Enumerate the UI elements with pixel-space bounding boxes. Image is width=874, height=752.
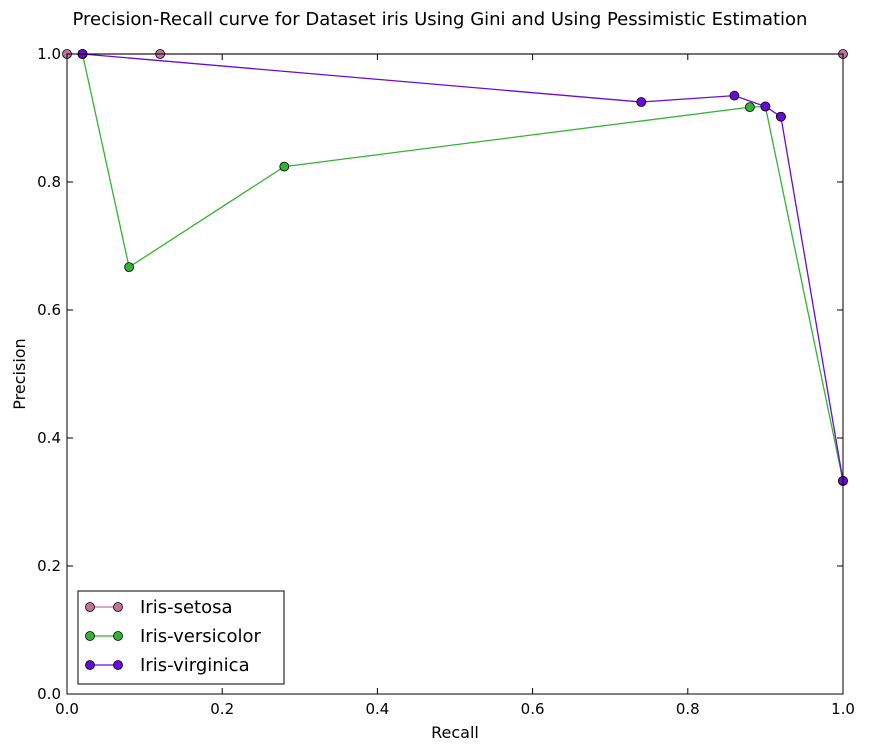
data-point-iris-virginica xyxy=(636,97,647,107)
axis-ticks: 0.0 0.2 0.4 0.6 0.8 1.0 0.0 0.2 0.4 0.6 0.8 1.0 xyxy=(37,45,855,718)
y-axis-label: Precision xyxy=(10,338,29,409)
data-point-iris-virginica xyxy=(729,90,740,101)
plot-frame xyxy=(66,53,844,695)
data-point-iris-virginica xyxy=(776,111,786,122)
legend-marker-iris-versicolor xyxy=(113,631,123,641)
y-tick-label: 0.0 xyxy=(37,685,61,703)
legend: Iris-setosa Iris-versicolor Iris-virginica xyxy=(77,590,285,685)
plot-area xyxy=(67,54,843,694)
y-tick-label: 0.4 xyxy=(37,429,61,447)
y-tick-label: 0.2 xyxy=(37,557,61,575)
chart-title: Precision-Recall curve for Dataset iris … xyxy=(73,9,808,30)
x-tick-label: 0.0 xyxy=(55,700,79,718)
legend-label-iris-setosa: Iris-setosa xyxy=(140,597,233,618)
legend-marker-iris-versicolor xyxy=(85,631,95,641)
legend-label-iris-virginica: Iris-virginica xyxy=(140,655,250,676)
series-line-iris-versicolor xyxy=(81,53,844,482)
data-point-iris-versicolor xyxy=(124,262,134,273)
series-line-iris-virginica xyxy=(82,53,844,482)
legend-marker-iris-setosa xyxy=(113,602,123,612)
x-tick-label: 0.2 xyxy=(210,700,234,718)
data-point-iris-virginica xyxy=(760,101,771,112)
data-point-iris-versicolor xyxy=(279,161,290,172)
x-tick-label: 0.8 xyxy=(676,700,700,718)
legend-label-iris-versicolor: Iris-versicolor xyxy=(140,626,262,647)
x-tick-label: 0.6 xyxy=(521,700,545,718)
legend-marker-iris-setosa xyxy=(85,602,95,612)
legend-marker-iris-virginica xyxy=(113,660,123,670)
legend-marker-iris-virginica xyxy=(85,660,95,670)
y-tick-label: 1.0 xyxy=(37,45,61,63)
x-axis-label: Recall xyxy=(431,723,479,742)
y-tick-label: 0.6 xyxy=(37,301,61,319)
y-tick-label: 0.8 xyxy=(37,173,61,191)
data-point-iris-versicolor xyxy=(744,102,755,113)
x-tick-label: 0.4 xyxy=(365,700,389,718)
x-tick-label: 1.0 xyxy=(831,700,855,718)
